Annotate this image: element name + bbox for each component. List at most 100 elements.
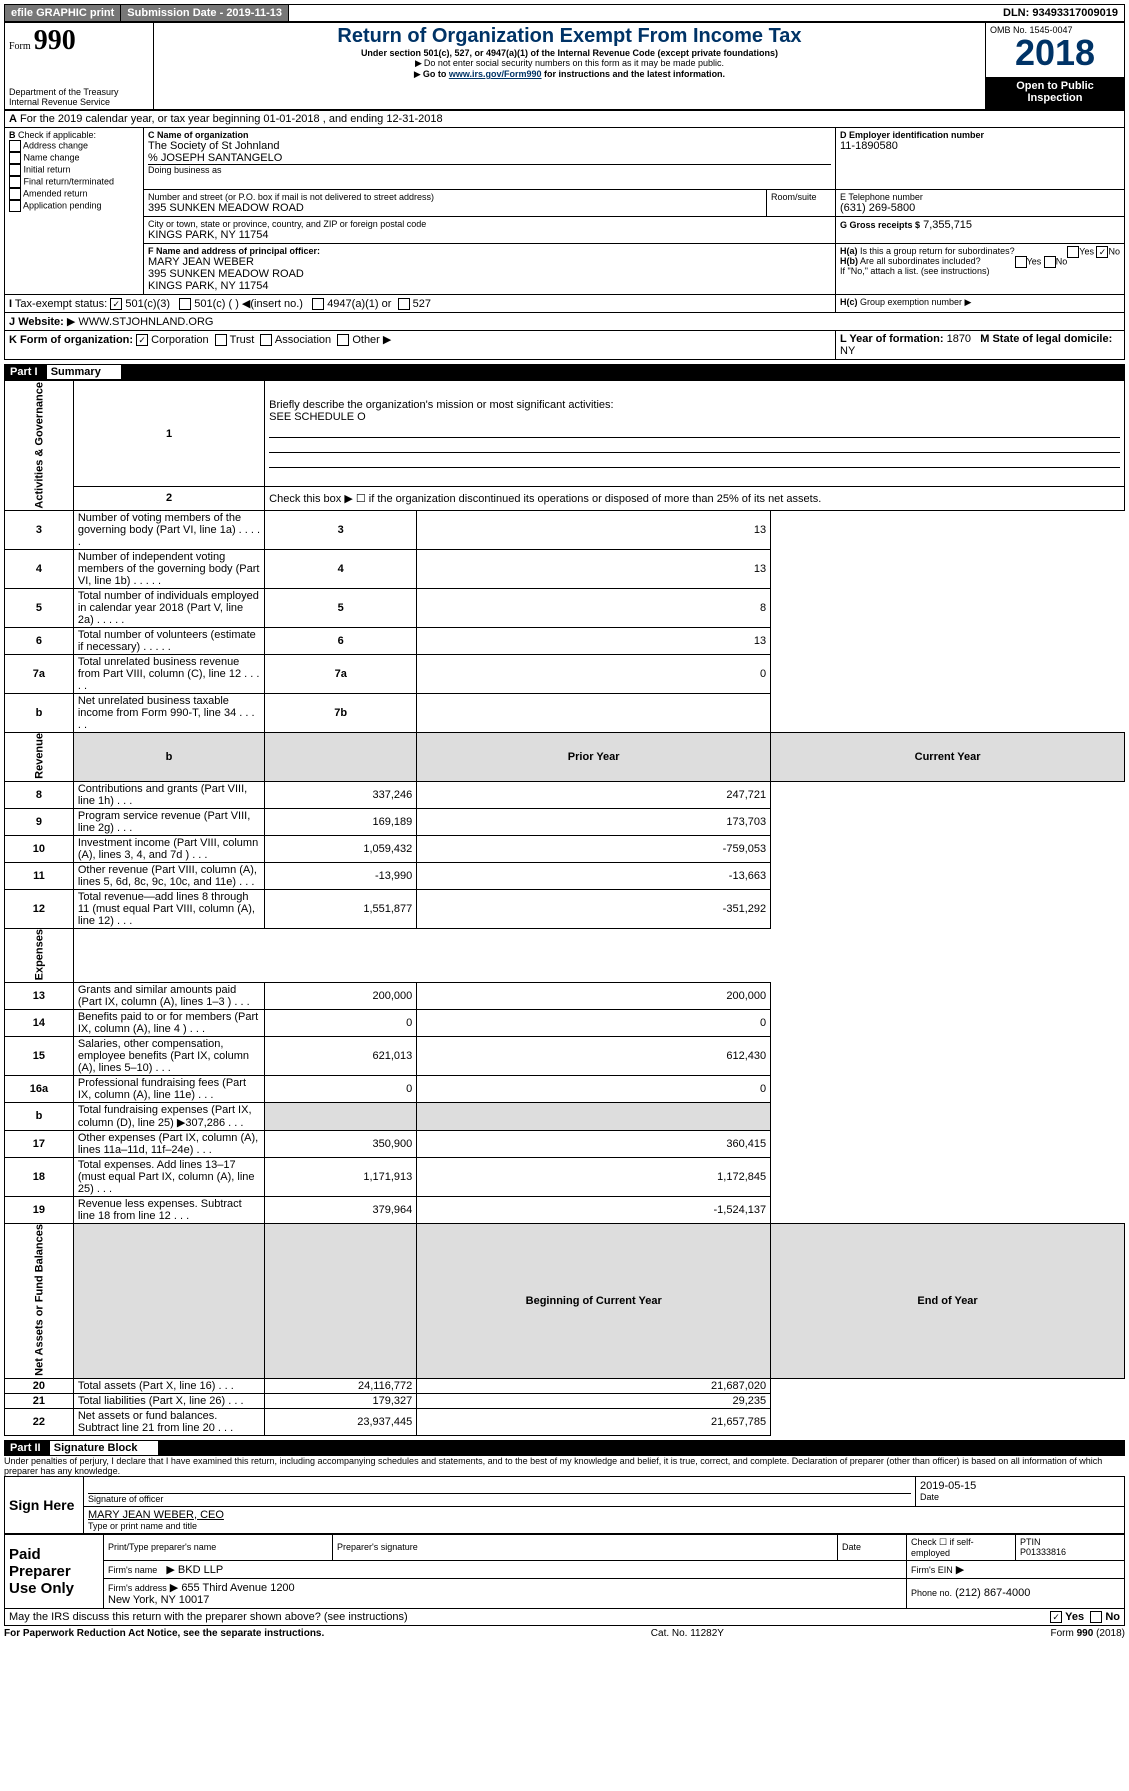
discuss-row: May the IRS discuss this return with the…	[4, 1609, 1125, 1626]
line-label: Total expenses. Add lines 13–17 (must eq…	[73, 1157, 264, 1196]
form-subtitle: Under section 501(c), 527, or 4947(a)(1)…	[158, 48, 981, 58]
line-num: 18	[5, 1157, 74, 1196]
line-num: b	[5, 693, 74, 732]
box-num: 4	[265, 549, 417, 588]
prep-sig-label: Preparer's signature	[333, 1534, 838, 1560]
efile-button[interactable]: efile GRAPHIC print	[5, 5, 121, 21]
form-header: Form 990 Department of the Treasury Inte…	[4, 22, 1125, 110]
c-label: C Name of organization	[148, 130, 249, 140]
prior-value: 200,000	[265, 982, 417, 1009]
label-501c3: 501(c)(3)	[125, 298, 170, 310]
check-address[interactable]: Address change	[9, 140, 139, 152]
line-num: 10	[5, 835, 74, 862]
sig-date: 2019-05-15	[920, 1480, 1120, 1492]
dln: DLN: 93493317009019	[997, 5, 1124, 21]
discuss-no[interactable]	[1090, 1611, 1102, 1623]
check-initial[interactable]: Initial return	[9, 164, 139, 176]
line-value: 13	[417, 510, 771, 549]
paid-preparer: Paid Preparer Use Only	[5, 1534, 104, 1608]
box-num: 7b	[265, 693, 417, 732]
open-to-public: Open to Public Inspection	[986, 78, 1125, 110]
check-501c3[interactable]	[110, 298, 122, 310]
end-value: 21,657,785	[417, 1408, 771, 1435]
line-num: 8	[5, 781, 74, 808]
line-value: 8	[417, 588, 771, 627]
line-label: Program service revenue (Part VIII, line…	[73, 808, 264, 835]
year-formed: 1870	[947, 333, 971, 345]
domicile-state: NY	[840, 345, 855, 357]
ptin-label: PTIN	[1020, 1537, 1041, 1547]
label-insert: (insert no.)	[250, 298, 303, 310]
check-amended[interactable]: Amended return	[9, 188, 139, 200]
top-toolbar: efile GRAPHIC print Submission Date - 20…	[4, 4, 1125, 22]
l-label: L Year of formation:	[840, 333, 944, 345]
check-if-applicable: Check if applicable:	[18, 130, 96, 140]
instructions-link[interactable]: Go to www.irs.gov/Form990 for instructio…	[158, 69, 981, 80]
line-num: 20	[5, 1378, 74, 1393]
line-label: Other expenses (Part IX, column (A), lin…	[73, 1130, 264, 1157]
line-label: Total assets (Part X, line 16) . . .	[73, 1378, 264, 1393]
line-value: 13	[417, 627, 771, 654]
tax-year-text: For the 2019 calendar year, or tax year …	[20, 113, 443, 125]
check-527[interactable]	[398, 298, 410, 310]
current-value: 612,430	[417, 1036, 771, 1075]
check-501c[interactable]	[179, 298, 191, 310]
line-num: 19	[5, 1196, 74, 1223]
room-label: Room/suite	[767, 190, 836, 217]
gross-receipts: 7,355,715	[923, 219, 972, 231]
self-emp: Check ☐ if self-employed	[907, 1534, 1016, 1560]
begin-value: 24,116,772	[265, 1378, 417, 1393]
current-value: 0	[417, 1009, 771, 1036]
check-assoc[interactable]	[260, 334, 272, 346]
prior-value: 0	[265, 1009, 417, 1036]
dba-label: Doing business as	[148, 164, 831, 175]
discuss-label: May the IRS discuss this return with the…	[9, 1611, 408, 1623]
check-4947[interactable]	[312, 298, 324, 310]
firm-name-label: Firm's name	[108, 1565, 157, 1575]
form-label: Form	[9, 41, 31, 52]
typed-label: Type or print name and title	[88, 1521, 1120, 1531]
discuss-yes[interactable]	[1050, 1611, 1062, 1623]
website[interactable]: WWW.STJOHNLAND.ORG	[78, 316, 213, 328]
line-num: 3	[5, 510, 74, 549]
check-name[interactable]: Name change	[9, 152, 139, 164]
phone: (631) 269-5800	[840, 202, 1120, 214]
col-prior: Prior Year	[417, 732, 771, 781]
line-num: 16a	[5, 1075, 74, 1102]
line-num: 4	[5, 549, 74, 588]
current-value: 360,415	[417, 1130, 771, 1157]
firm-ein-label: Firm's EIN	[911, 1565, 953, 1575]
check-trust[interactable]	[215, 334, 227, 346]
line-num: 22	[5, 1408, 74, 1435]
prep-phone-label: Phone no.	[911, 1588, 952, 1598]
line-label: Grants and similar amounts paid (Part IX…	[73, 982, 264, 1009]
firm-addr-label: Firm's address	[108, 1583, 167, 1593]
submission-date: Submission Date - 2019-11-13	[121, 5, 289, 21]
form-ref: Form 990 (2018)	[1051, 1628, 1125, 1639]
check-corp[interactable]	[136, 334, 148, 346]
e-label: E Telephone number	[840, 192, 1120, 202]
check-pending[interactable]: Application pending	[9, 200, 139, 212]
prior-value: 169,189	[265, 808, 417, 835]
current-value: 247,721	[417, 781, 771, 808]
prep-phone: (212) 867-4000	[955, 1587, 1030, 1599]
current-value: 0	[417, 1075, 771, 1102]
line-label: Total number of volunteers (estimate if …	[73, 627, 264, 654]
part2-subtitle: Signature Block	[50, 1441, 158, 1455]
d-label: D Employer identification number	[840, 130, 984, 140]
label-527: 527	[413, 298, 431, 310]
line-label: Revenue less expenses. Subtract line 18 …	[73, 1196, 264, 1223]
vert-netassets: Net Assets or Fund Balances	[5, 1223, 74, 1378]
begin-value: 179,327	[265, 1393, 417, 1408]
part2-title: Part II	[10, 1442, 41, 1454]
prior-value: 1,551,877	[265, 889, 417, 928]
check-other[interactable]	[337, 334, 349, 346]
line-num: 9	[5, 808, 74, 835]
line-label: Net unrelated business taxable income fr…	[73, 693, 264, 732]
tax-year-line: A For the 2019 calendar year, or tax yea…	[5, 111, 1125, 128]
line-value: 13	[417, 549, 771, 588]
preparer-table: Paid Preparer Use Only Print/Type prepar…	[4, 1534, 1125, 1609]
f-label: F Name and address of principal officer:	[148, 246, 320, 256]
line-num: 7a	[5, 654, 74, 693]
check-final[interactable]: Final return/terminated	[9, 176, 139, 188]
